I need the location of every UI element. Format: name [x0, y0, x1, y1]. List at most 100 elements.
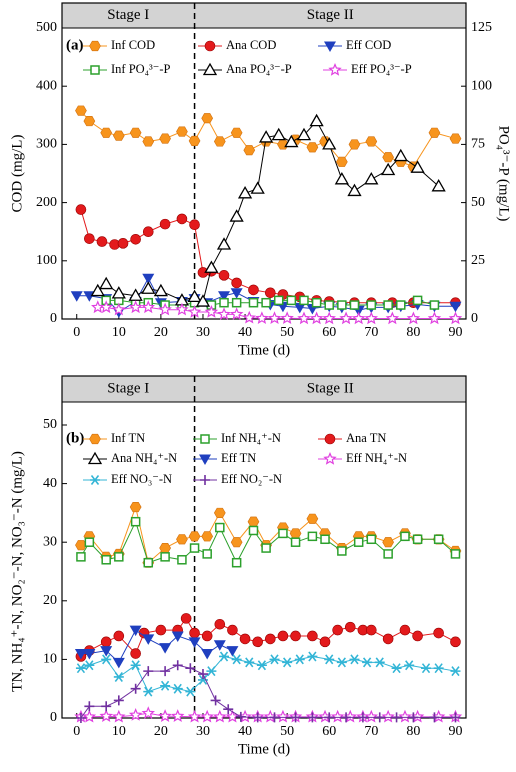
y-tick-label: 100 — [36, 253, 57, 268]
marker — [76, 552, 86, 562]
marker — [252, 636, 263, 648]
x-tick-label: 80 — [406, 724, 420, 739]
y-tick-label: 200 — [36, 195, 57, 210]
x-tick-label: 10 — [112, 724, 126, 739]
marker — [273, 295, 284, 306]
y-tick-label: 20 — [43, 593, 57, 608]
x-axis-label: Time (d) — [238, 342, 290, 358]
marker — [113, 695, 124, 706]
marker — [75, 713, 86, 723]
marker — [113, 630, 125, 642]
y-tick-label: 500 — [36, 20, 57, 35]
stage-bar — [61, 2, 467, 29]
x-tick-label: 20 — [154, 724, 168, 739]
marker — [242, 310, 256, 324]
marker — [129, 625, 142, 637]
marker — [155, 624, 167, 636]
x-tick-label: 10 — [112, 325, 126, 340]
marker — [87, 451, 103, 465]
y2-tick-label: 125 — [471, 20, 492, 35]
x-tick-label: 50 — [280, 724, 294, 739]
y-tick-label: 400 — [36, 78, 57, 93]
marker — [176, 126, 188, 137]
marker — [357, 712, 368, 723]
marker — [364, 172, 379, 185]
marker — [231, 557, 242, 568]
marker — [189, 219, 200, 231]
marker — [406, 311, 421, 325]
marker — [349, 300, 360, 310]
marker — [243, 145, 256, 156]
marker — [309, 311, 324, 325]
marker — [374, 712, 385, 723]
marker — [143, 666, 154, 677]
marker — [75, 663, 86, 674]
marker — [289, 528, 302, 539]
marker — [450, 549, 461, 559]
x-tick-label: 90 — [448, 325, 462, 340]
marker — [227, 624, 238, 636]
marker — [158, 709, 172, 722]
marker — [158, 302, 172, 316]
marker — [229, 307, 244, 321]
series-line — [80, 505, 456, 564]
marker — [90, 475, 100, 485]
marker — [269, 712, 280, 723]
marker — [449, 133, 462, 144]
legend-label: Eff NO₂⁻-N — [221, 472, 282, 486]
marker — [293, 302, 306, 314]
marker — [398, 709, 412, 723]
marker — [261, 297, 271, 308]
marker — [143, 686, 154, 697]
marker — [252, 712, 263, 723]
marker — [213, 640, 226, 651]
marker — [141, 300, 155, 314]
marker — [334, 172, 349, 185]
legend-label: Ana NH₄⁺-N — [111, 451, 177, 465]
marker — [391, 712, 402, 723]
marker — [400, 531, 410, 542]
marker — [297, 311, 311, 325]
x-axis-label: Time (d) — [238, 741, 290, 757]
marker — [160, 680, 171, 691]
marker — [399, 624, 411, 636]
marker — [261, 543, 271, 553]
marker — [201, 113, 214, 124]
x-tick-label: 40 — [238, 724, 252, 739]
x-tick-label: 60 — [322, 724, 336, 739]
marker — [408, 712, 419, 723]
x-tick-label: 80 — [406, 325, 420, 340]
marker — [307, 651, 318, 662]
marker — [286, 295, 297, 306]
marker — [143, 557, 154, 568]
marker — [112, 657, 125, 669]
marker — [185, 686, 196, 697]
y2-tick-label: 100 — [471, 78, 492, 93]
marker — [219, 651, 230, 662]
marker — [188, 135, 201, 146]
marker — [330, 709, 345, 723]
marker — [323, 451, 337, 465]
marker — [82, 709, 97, 723]
marker — [248, 297, 259, 308]
marker — [230, 537, 243, 548]
marker — [364, 709, 379, 723]
marker — [200, 709, 214, 723]
marker — [159, 218, 171, 230]
marker — [100, 636, 112, 648]
marker — [307, 630, 318, 642]
marker — [244, 657, 255, 668]
marker — [142, 634, 155, 645]
marker — [128, 708, 143, 721]
marker — [101, 555, 111, 565]
marker — [433, 663, 444, 674]
marker — [142, 136, 155, 147]
marker — [204, 40, 216, 52]
marker — [142, 273, 155, 285]
marker — [75, 540, 87, 551]
legend-label: Ana COD — [226, 38, 276, 52]
marker — [450, 666, 461, 677]
marker — [215, 522, 225, 533]
marker — [200, 475, 210, 485]
y-tick-label: 50 — [43, 417, 57, 432]
